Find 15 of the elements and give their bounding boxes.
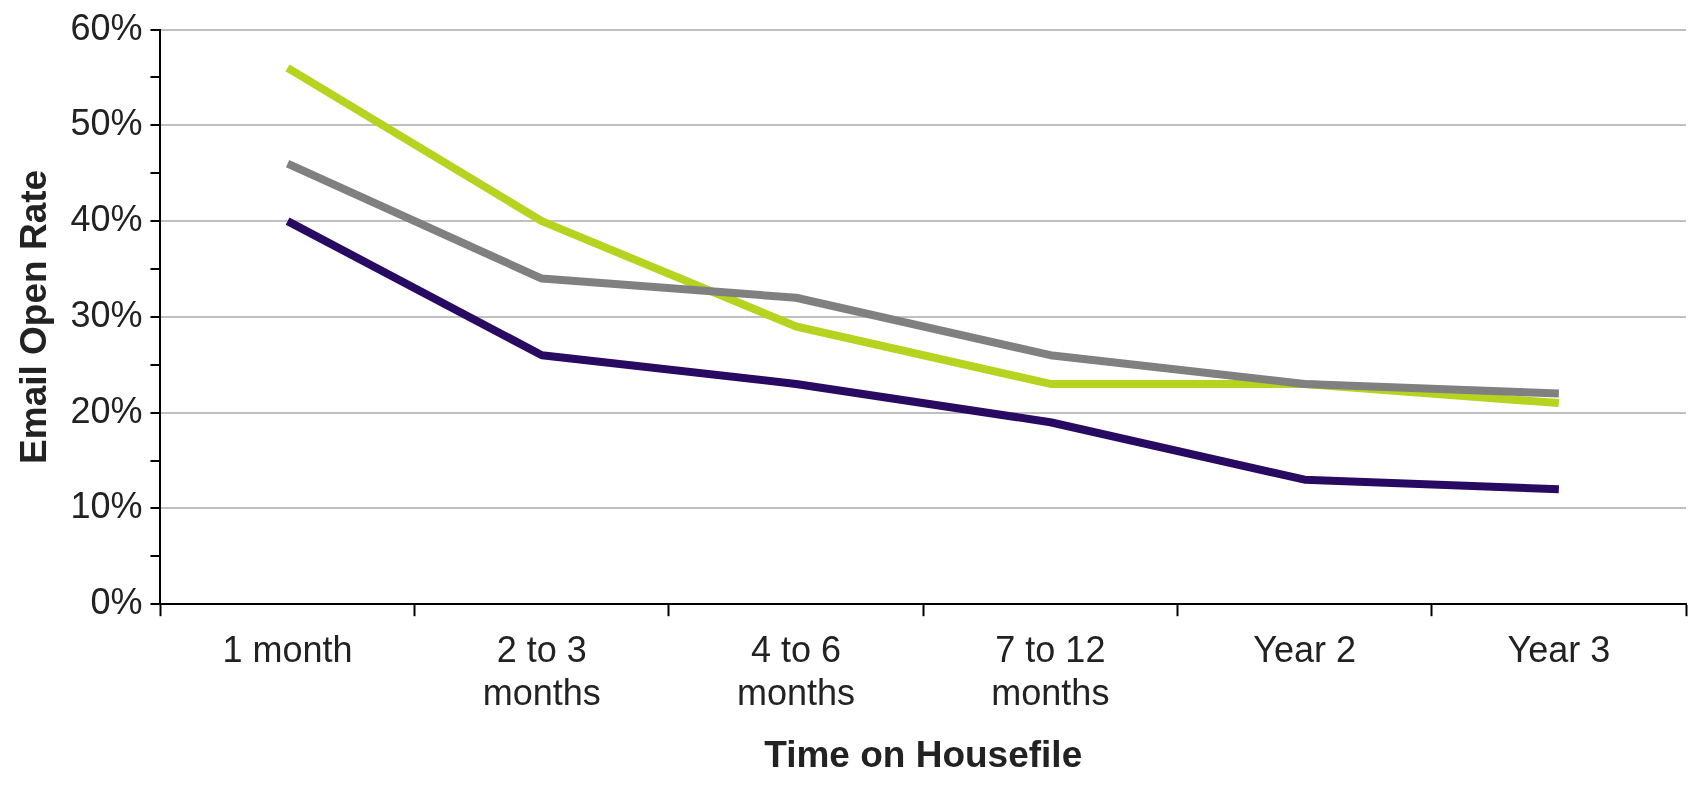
y-tick-label: 60% (70, 6, 143, 48)
x-tick-label: 4 to 6 months (737, 628, 856, 713)
x-tick-label: 1 month (222, 628, 353, 670)
y-tick-label: 10% (70, 485, 143, 527)
x-tick-label: 2 to 3 months (482, 628, 601, 713)
y-tick-label: 50% (70, 102, 143, 144)
y-tick-label: 40% (70, 198, 143, 240)
x-tick-label: 7 to 12 months (991, 628, 1110, 713)
x-axis-title: Time on Housefile (764, 734, 1083, 775)
y-tick-label: 20% (70, 389, 143, 431)
y-tick-label: 30% (70, 293, 143, 335)
x-tick-label: Year 2 (1253, 628, 1356, 670)
x-tick-label: Year 3 (1507, 628, 1611, 670)
y-tick-label: 0% (90, 581, 143, 623)
y-axis-title: Email Open Rate (13, 169, 55, 464)
